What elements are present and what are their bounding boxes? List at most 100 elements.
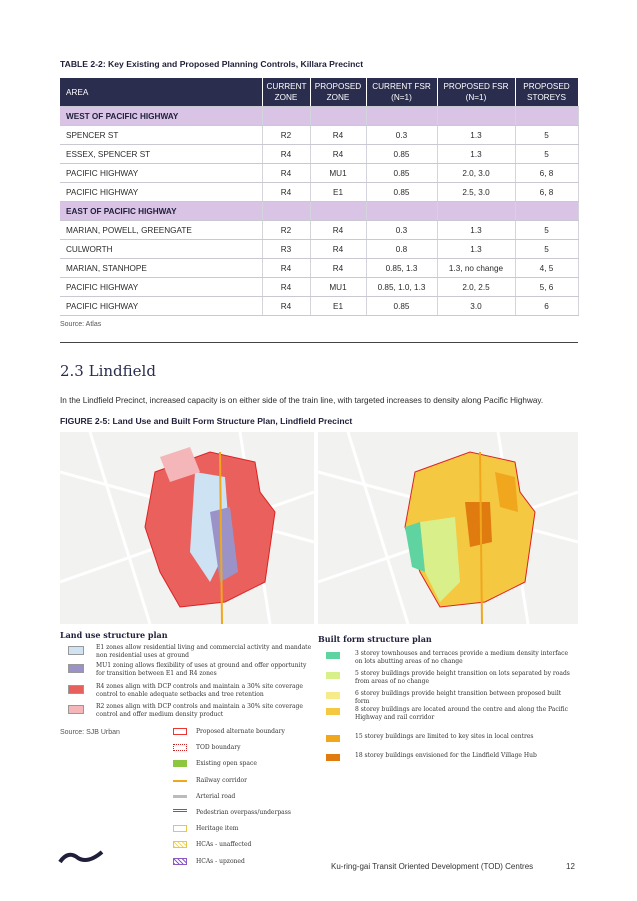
legend-item: R2 zones align with DCP controls and mai… <box>96 703 303 718</box>
legend-swatch <box>326 754 340 761</box>
table-cell: PACIFIC HIGHWAY <box>60 277 263 297</box>
table-row: MARIAN, POWELL, GREENGATE R2 R4 0.3 1.3 5 <box>60 220 579 240</box>
divider <box>60 342 578 343</box>
legend-title: Built form structure plan <box>318 634 432 644</box>
table-cell <box>262 106 311 126</box>
legend-swatch <box>68 685 84 694</box>
table-row: SPENCER ST R2 R4 0.3 1.3 5 <box>60 125 579 145</box>
table-cell: R3 <box>262 239 311 259</box>
table-row: PACIFIC HIGHWAY R4 E1 0.85 2.5, 3.0 6, 8 <box>60 182 579 202</box>
table-cell: 5 <box>515 144 579 164</box>
table-row: PACIFIC HIGHWAY R4 MU1 0.85, 1.0, 1.3 2.0, 2… <box>60 277 579 297</box>
header-cell: PROPOSED STOREYS <box>515 78 579 107</box>
footer-title: Ku-ring-gai Transit Oriented Development… <box>331 862 534 871</box>
table-cell: E1 <box>310 296 367 316</box>
table-cell: 2.0, 3.0 <box>437 163 516 183</box>
legend-item: MU1 zoning allows flexibility of uses at… <box>96 662 307 677</box>
table-cell: R4 <box>262 163 311 183</box>
table-cell: 5, 6 <box>515 277 579 297</box>
table-cell: R4 <box>262 182 311 202</box>
legend-item: Existing open space <box>196 760 257 768</box>
paragraph: In the Lindfield Precinct, increased cap… <box>60 396 544 405</box>
table-cell: R4 <box>262 277 311 297</box>
legend-item: E1 zones allow residential living and co… <box>96 644 312 659</box>
table-cell <box>366 106 438 126</box>
table-cell: 4, 5 <box>515 258 579 278</box>
legend-item: HCAs - upzoned <box>196 857 245 865</box>
table-cell: PACIFIC HIGHWAY <box>60 296 263 316</box>
section-heading: 2.3 Lindfield <box>60 362 156 380</box>
legend-swatch <box>173 728 187 735</box>
legend-swatch <box>326 692 340 699</box>
legend-swatch <box>326 652 340 659</box>
legend-item: HCAs - unaffected <box>196 841 252 849</box>
table-cell: 1.3 <box>437 144 516 164</box>
table-cell: 0.3 <box>366 220 438 240</box>
legend-item: R4 zones align with DCP controls and mai… <box>96 683 303 698</box>
planning-table: AREA CURRENT ZONE PROPOSED ZONE CURRENT FSR… <box>60 78 579 316</box>
table-cell: R4 <box>310 144 367 164</box>
table-cell: WEST OF PACIFIC HIGHWAY <box>60 106 263 126</box>
legend-item: 3 storey townhouses and terraces provide… <box>355 650 569 665</box>
figure-title: FIGURE 2-5: Land Use and Built Form Stru… <box>60 416 353 426</box>
legend-item: Railway corridor <box>196 776 248 784</box>
table-cell: MU1 <box>310 277 367 297</box>
table-cell <box>366 201 438 221</box>
section-row: EAST OF PACIFIC HIGHWAY <box>60 201 579 221</box>
table-cell: ESSEX, SPENCER ST <box>60 144 263 164</box>
table-cell: R4 <box>262 144 311 164</box>
table-cell: 3.0 <box>437 296 516 316</box>
table-cell <box>437 201 516 221</box>
table-cell <box>310 201 367 221</box>
table-cell: 1.3 <box>437 239 516 259</box>
table-cell: 0.8 <box>366 239 438 259</box>
header-cell: CURRENT ZONE <box>262 78 311 107</box>
railway <box>479 451 483 624</box>
table-cell: 5 <box>515 239 579 259</box>
legend-swatch <box>173 809 187 812</box>
table-cell: 1.3, no change <box>437 258 516 278</box>
table-cell: SPENCER ST <box>60 125 263 145</box>
built-form-5 <box>420 517 460 602</box>
table-cell: E1 <box>310 182 367 202</box>
table-cell <box>515 106 579 126</box>
built-form-18 <box>465 502 492 547</box>
legend-swatch <box>326 672 340 679</box>
table-cell: 0.85, 1.0, 1.3 <box>366 277 438 297</box>
table-cell: R4 <box>310 125 367 145</box>
table-cell: 2.0, 2.5 <box>437 277 516 297</box>
logo <box>58 850 104 864</box>
table-row: CULWORTH R3 R4 0.8 1.3 5 <box>60 239 579 259</box>
land-use-r2 <box>160 447 200 482</box>
table-row: PACIFIC HIGHWAY R4 MU1 0.85 2.0, 3.0 6, 8 <box>60 163 579 183</box>
legend-item: Proposed alternate boundary <box>196 728 285 735</box>
legend-item: Pedestrian overpass/underpass <box>196 809 291 816</box>
legend-item: Heritage item <box>196 825 239 833</box>
built-form-15 <box>495 472 518 512</box>
table-cell <box>515 201 579 221</box>
legend-item: 15 storey buildings are limited to key s… <box>355 733 534 740</box>
table-cell <box>437 106 516 126</box>
table-cell: R4 <box>262 258 311 278</box>
legend-item: Arterial road <box>196 792 236 800</box>
table-cell: 0.85 <box>366 182 438 202</box>
land-use-mu1 <box>210 507 238 582</box>
legend-swatch <box>173 779 187 782</box>
page-number: 12 <box>566 862 575 871</box>
table-cell: 2.5, 3.0 <box>437 182 516 202</box>
legend-swatch <box>68 646 84 655</box>
table-cell: 0.85 <box>366 163 438 183</box>
legend-swatch <box>173 825 187 833</box>
built-form-3 <box>405 522 425 572</box>
legend-swatch <box>173 744 187 752</box>
table-cell: 5 <box>515 220 579 240</box>
legend-swatch <box>173 760 187 768</box>
legend-item: 18 storey buildings envisioned for the L… <box>355 752 537 759</box>
table-row: MARIAN, STANHOPE R4 R4 0.85, 1.3 1.3, no cha… <box>60 258 579 278</box>
table-title: TABLE 2-2: Key Existing and Proposed Pla… <box>60 59 364 69</box>
maps <box>60 432 578 624</box>
header-cell: AREA <box>60 78 263 107</box>
table-cell: R2 <box>262 125 311 145</box>
legend-swatch <box>173 857 187 865</box>
